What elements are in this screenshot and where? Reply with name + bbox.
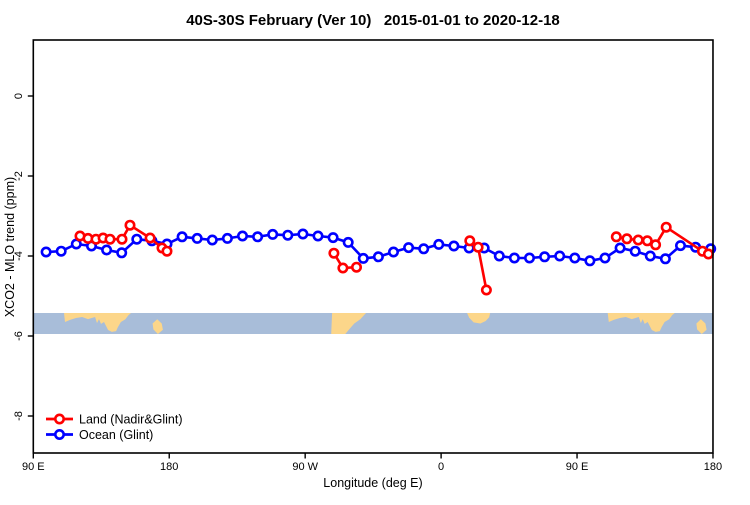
x-tick-label: 90 E bbox=[566, 461, 589, 473]
land-data-point bbox=[328, 247, 340, 259]
land-data-point bbox=[464, 235, 476, 247]
ocean-data-point bbox=[433, 238, 445, 250]
land-data-point bbox=[161, 245, 173, 257]
ocean-data-point bbox=[403, 242, 415, 254]
x-tick-label: 180 bbox=[704, 461, 722, 473]
ocean-data-point bbox=[523, 252, 535, 264]
ocean-data-point bbox=[599, 252, 611, 264]
legend-label: Land (Nadir&Glint) bbox=[79, 413, 183, 427]
ocean-data-point bbox=[55, 245, 67, 257]
map-land-new-zealand bbox=[696, 319, 707, 334]
ocean-data-point bbox=[659, 253, 671, 265]
ocean-data-point bbox=[297, 228, 309, 240]
ocean-data-point bbox=[448, 240, 460, 252]
map-band bbox=[33, 313, 713, 334]
ocean-data-point bbox=[40, 246, 52, 258]
ocean-series bbox=[40, 228, 717, 267]
ocean-data-point bbox=[267, 228, 279, 240]
map-land-new-zealand bbox=[152, 319, 163, 334]
ocean-data-point bbox=[493, 250, 505, 262]
y-tick-label: -8 bbox=[13, 411, 25, 421]
ocean-data-point bbox=[116, 247, 128, 259]
ocean-data-point bbox=[584, 255, 596, 267]
ocean-data-point bbox=[327, 232, 339, 244]
ocean-data-point bbox=[674, 240, 686, 252]
ocean-data-point bbox=[387, 246, 399, 258]
x-axis-label: Longitude (deg E) bbox=[323, 476, 422, 490]
land-data-point bbox=[144, 232, 156, 244]
x-tick-label: 90 W bbox=[292, 461, 318, 473]
land-data-point bbox=[116, 233, 128, 245]
ocean-data-point bbox=[206, 234, 218, 246]
land-data-point bbox=[480, 284, 492, 296]
land-data-point bbox=[337, 262, 349, 274]
map-land-south-africa bbox=[467, 313, 491, 324]
ocean-data-point bbox=[342, 236, 354, 248]
y-tick-label: -6 bbox=[13, 331, 25, 341]
land-data-point bbox=[472, 241, 484, 253]
ocean-data-point bbox=[176, 231, 188, 243]
ocean-data-point bbox=[191, 232, 203, 244]
legend-item: Land (Nadir&Glint) bbox=[46, 413, 183, 427]
legend-marker bbox=[53, 428, 65, 440]
ocean-data-point bbox=[569, 252, 581, 264]
map-land-australia bbox=[64, 313, 131, 332]
land-data-point bbox=[660, 221, 672, 233]
land-data-point bbox=[621, 233, 633, 245]
ocean-data-point bbox=[237, 230, 249, 242]
ocean-data-point bbox=[508, 252, 520, 264]
y-tick-label: -2 bbox=[13, 171, 25, 181]
ocean-data-point bbox=[539, 251, 551, 263]
ocean-data-point bbox=[312, 230, 324, 242]
ocean-data-point bbox=[357, 252, 369, 264]
ocean-data-point bbox=[131, 233, 143, 245]
y-axis-label: XCO2 - MLO trend (ppm) bbox=[3, 177, 17, 317]
land-data-point bbox=[641, 235, 653, 247]
chart-title: 40S-30S February (Ver 10) 2015-01-01 to … bbox=[186, 12, 560, 29]
y-tick-label: 0 bbox=[13, 93, 25, 99]
legend-marker bbox=[53, 413, 65, 425]
x-tick-label: 180 bbox=[160, 461, 178, 473]
x-tick-label: 90 E bbox=[22, 461, 45, 473]
ocean-data-point bbox=[252, 231, 264, 243]
plot-border bbox=[32, 39, 714, 454]
legend-item: Ocean (Glint) bbox=[46, 428, 153, 442]
axes: 90 E 180 90 W 0 90 E 180 0 -2 -4 -6 -8 bbox=[13, 39, 722, 473]
land-data-point bbox=[124, 219, 136, 231]
ocean-data-point bbox=[221, 232, 233, 244]
legend-label: Ocean (Glint) bbox=[79, 428, 153, 442]
land-data-point bbox=[632, 234, 644, 246]
x-tick-label: 0 bbox=[438, 461, 444, 473]
ocean-data-point bbox=[554, 250, 566, 262]
ocean-data-point bbox=[418, 243, 430, 255]
land-series bbox=[74, 219, 714, 296]
ocean-data-point bbox=[629, 245, 641, 257]
land-data-point bbox=[350, 261, 362, 273]
ocean-data-point bbox=[372, 251, 384, 263]
legend: Land (Nadir&Glint)Ocean (Glint) bbox=[46, 413, 183, 442]
y-tick-label: -4 bbox=[13, 251, 25, 261]
land-data-point bbox=[650, 239, 662, 251]
map-land-south-america bbox=[331, 313, 366, 334]
ocean-data-point bbox=[101, 244, 113, 256]
land-data-point bbox=[104, 233, 116, 245]
map-land-australia bbox=[607, 313, 675, 332]
ocean-data-point bbox=[282, 229, 294, 241]
ocean-data-point bbox=[644, 250, 656, 262]
land-data-point bbox=[702, 248, 714, 260]
ocean-data-point bbox=[614, 242, 626, 254]
data-series bbox=[40, 219, 717, 296]
map-ocean-strip bbox=[33, 313, 713, 334]
land-data-point bbox=[610, 231, 622, 243]
